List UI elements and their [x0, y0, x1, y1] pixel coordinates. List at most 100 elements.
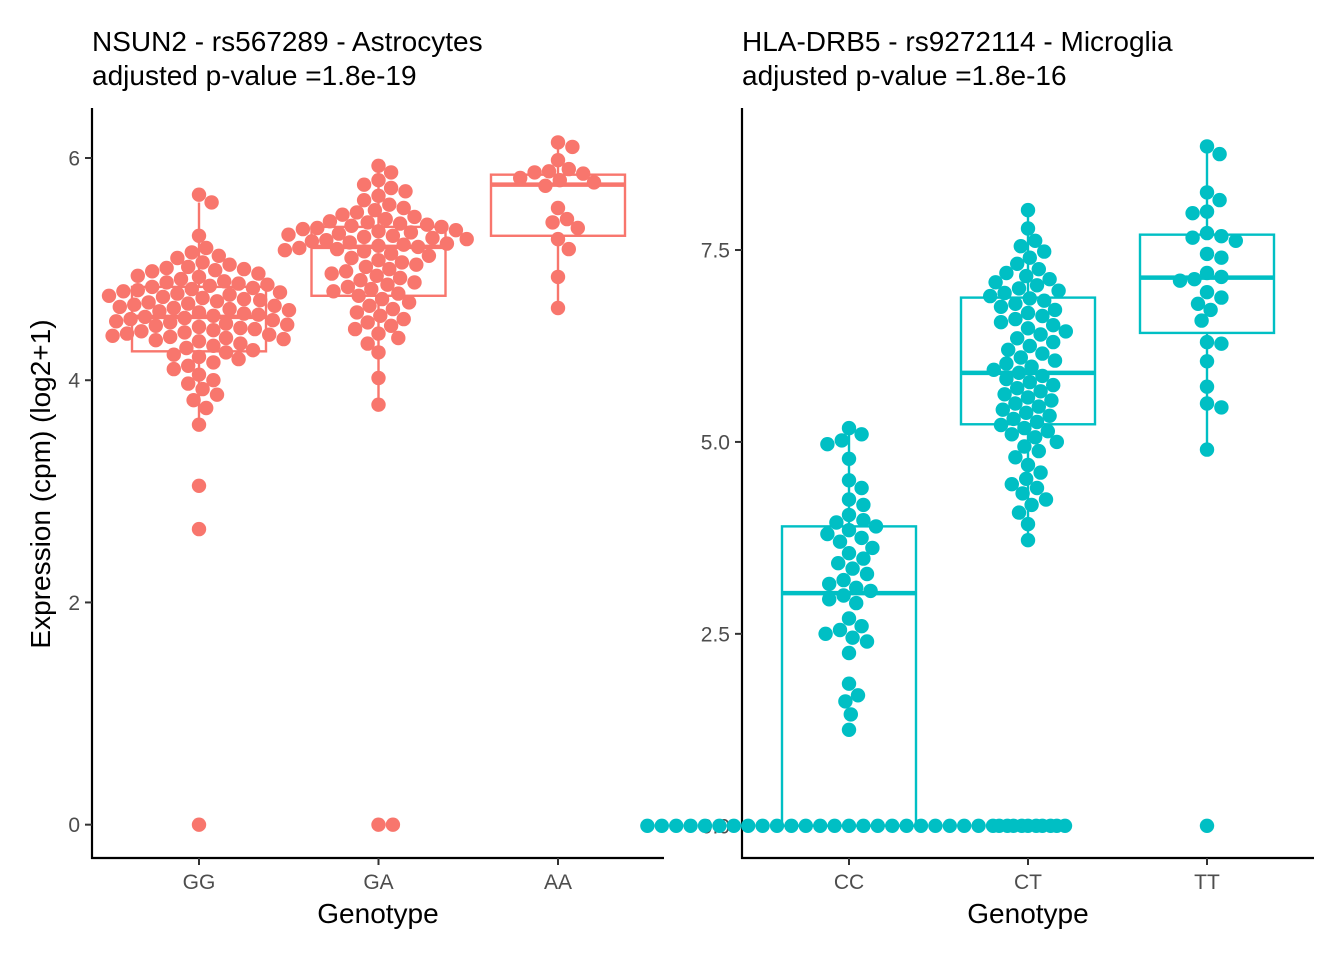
data-point — [1035, 818, 1050, 833]
data-point — [407, 275, 422, 290]
data-point — [1020, 533, 1036, 548]
data-point — [409, 257, 424, 272]
data-point — [850, 688, 866, 703]
data-point — [856, 818, 871, 833]
data-point — [995, 402, 1010, 417]
data-point — [813, 818, 828, 833]
data-point — [211, 248, 226, 263]
data-point — [191, 228, 207, 243]
data-point — [1214, 250, 1229, 265]
data-point — [247, 321, 262, 337]
data-point — [1017, 439, 1032, 454]
data-point — [262, 327, 277, 342]
data-point — [538, 178, 553, 193]
data-point — [1010, 381, 1025, 396]
data-point — [1203, 302, 1218, 318]
data-point — [186, 393, 201, 408]
data-point — [1199, 334, 1215, 350]
data-point — [1020, 390, 1036, 405]
data-point — [868, 519, 884, 534]
data-point — [870, 818, 885, 833]
panel-right-title: HLA-DRB5 - rs9272114 - Microglia — [742, 26, 1173, 57]
y-tick-label: 5.0 — [701, 431, 730, 454]
data-point — [1049, 818, 1065, 833]
data-point — [845, 630, 860, 645]
data-point — [559, 211, 575, 227]
data-point — [859, 634, 875, 649]
data-point — [1214, 290, 1229, 305]
data-point — [1058, 324, 1074, 339]
data-point — [1046, 318, 1061, 333]
y-tick-label: 2.5 — [701, 623, 730, 646]
data-point — [1015, 486, 1030, 501]
data-point — [127, 297, 142, 312]
data-point — [383, 180, 399, 196]
x-tick-label: CT — [1014, 871, 1042, 894]
data-point — [371, 326, 386, 341]
data-point — [181, 296, 196, 311]
data-point — [561, 161, 576, 177]
data-point — [329, 241, 345, 257]
data-point — [344, 250, 359, 266]
data-point — [191, 187, 207, 202]
data-point — [349, 205, 365, 220]
data-point — [1013, 239, 1028, 254]
data-point — [1029, 278, 1045, 293]
data-point — [233, 336, 248, 351]
data-point — [697, 818, 713, 833]
data-point — [105, 328, 120, 343]
data-point — [1212, 192, 1227, 208]
data-point — [367, 203, 383, 218]
data-point — [1199, 139, 1215, 154]
data-point — [245, 343, 261, 358]
data-point — [137, 309, 153, 325]
data-point — [385, 228, 401, 243]
data-point — [310, 220, 325, 236]
data-point — [1018, 405, 1034, 420]
data-point — [849, 580, 864, 595]
data-point — [550, 153, 566, 168]
data-point — [374, 291, 390, 307]
data-point — [1006, 411, 1021, 427]
data-point — [841, 523, 857, 538]
data-point — [362, 298, 377, 313]
data-point — [356, 193, 372, 208]
data-point — [1028, 233, 1043, 248]
data-point — [999, 371, 1014, 387]
data-point — [371, 370, 386, 386]
data-point — [957, 818, 972, 833]
data-point — [148, 318, 163, 333]
data-point — [1199, 285, 1215, 300]
data-point — [260, 277, 275, 292]
data-point — [392, 270, 408, 286]
y-axis-title: Expression (cpm) (log2+1) — [25, 319, 56, 648]
data-point — [841, 473, 857, 488]
data-point — [148, 333, 163, 348]
data-point — [1046, 334, 1061, 350]
data-point — [360, 215, 375, 230]
data-point — [371, 224, 386, 239]
data-point — [838, 694, 853, 709]
data-point — [181, 358, 196, 373]
data-point — [841, 645, 857, 661]
data-point — [818, 626, 833, 641]
data-point — [1022, 338, 1037, 354]
data-point — [364, 281, 379, 297]
data-point — [163, 315, 178, 330]
x-tick-label: GA — [363, 871, 393, 894]
data-point — [1033, 384, 1048, 399]
data-point — [1029, 414, 1045, 430]
data-point — [265, 313, 280, 328]
data-point — [854, 619, 869, 634]
data-point — [170, 286, 185, 301]
data-point — [1042, 272, 1057, 287]
data-point — [371, 817, 386, 832]
data-point — [1031, 399, 1047, 414]
data-point — [383, 318, 399, 333]
data-point — [834, 433, 849, 448]
data-point — [356, 229, 372, 245]
data-point — [1214, 336, 1229, 351]
data-point — [1172, 273, 1188, 288]
data-point — [373, 308, 388, 323]
data-point — [338, 264, 354, 279]
